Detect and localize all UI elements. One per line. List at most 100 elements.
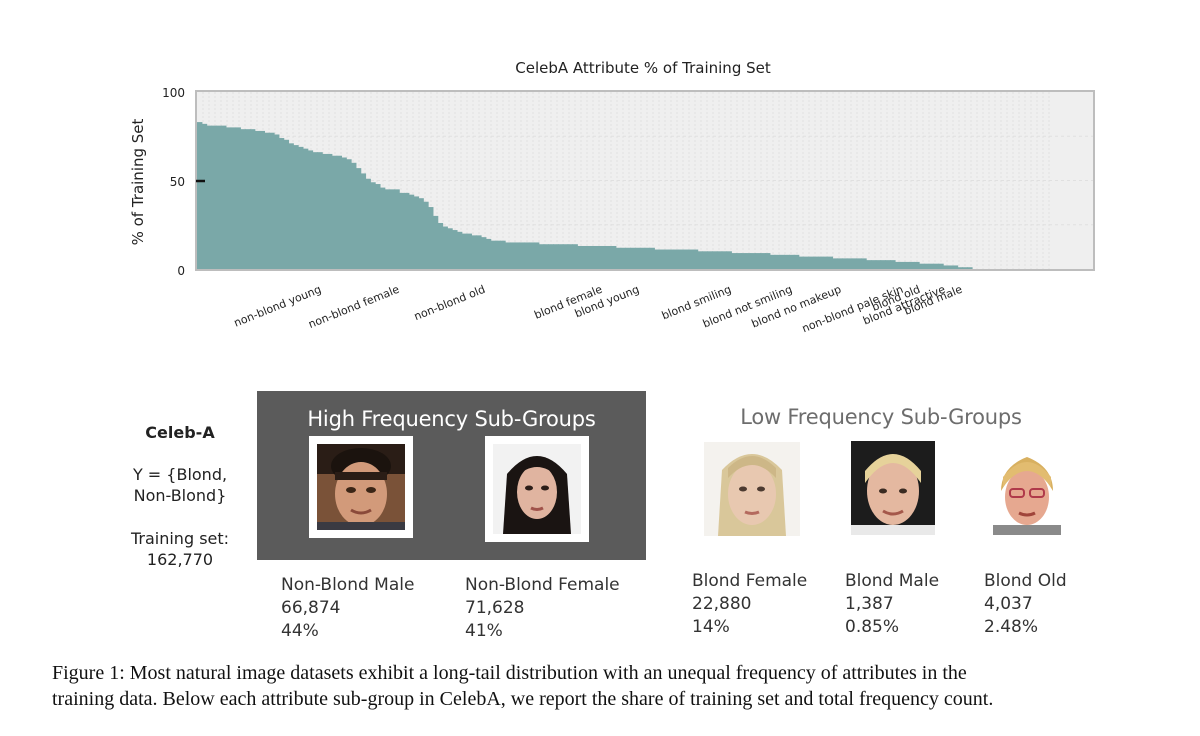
training-set-label: Training set: <box>130 529 230 548</box>
bar <box>326 153 333 269</box>
bar <box>880 260 886 269</box>
bar <box>919 263 925 269</box>
bar <box>389 189 395 269</box>
bar <box>673 249 679 269</box>
bar <box>533 242 540 269</box>
bar <box>793 254 800 269</box>
bar <box>505 242 511 269</box>
bar <box>408 194 415 269</box>
bar <box>519 242 525 269</box>
bar <box>779 254 785 269</box>
bar <box>500 240 506 269</box>
bar <box>702 251 708 269</box>
bar <box>875 260 882 269</box>
bar <box>201 123 208 269</box>
bar <box>524 242 530 269</box>
bar <box>798 256 805 269</box>
label-set-line-2: Non-Blond} <box>133 486 227 505</box>
bar <box>663 249 670 269</box>
group-name: Blond Male <box>845 571 940 591</box>
bar <box>731 253 737 269</box>
bar <box>687 249 694 269</box>
bar <box>938 263 944 269</box>
bar <box>548 244 554 269</box>
bar <box>644 247 651 269</box>
bar <box>683 249 689 269</box>
bar <box>750 253 756 269</box>
bar <box>341 157 347 269</box>
bar <box>707 251 713 269</box>
bar <box>635 247 641 269</box>
bar <box>365 178 371 269</box>
bar <box>904 261 911 269</box>
bar <box>471 235 477 269</box>
bar <box>288 143 294 269</box>
stat-blond-old: Blond Old 4,037 2.48% <box>984 570 1067 639</box>
bar <box>760 253 766 269</box>
bar <box>967 267 973 269</box>
bar <box>221 125 227 269</box>
bar <box>379 187 386 269</box>
bar <box>293 145 299 269</box>
bar <box>428 207 434 269</box>
face-photo-frame-female <box>485 436 589 542</box>
bar <box>678 249 684 269</box>
bar <box>466 233 472 269</box>
bar <box>442 226 448 269</box>
y-axis-label: % of Training Set <box>129 118 147 245</box>
bar <box>331 155 338 269</box>
group-count: 1,387 <box>845 594 894 614</box>
chart-title: CelebA Attribute % of Training Set <box>515 59 771 77</box>
group-share: 41% <box>465 621 503 641</box>
high-frequency-title: High Frequency Sub-Groups <box>307 407 596 431</box>
bar <box>668 249 675 269</box>
bar <box>610 245 617 269</box>
bar <box>264 132 270 269</box>
bar <box>789 254 795 269</box>
bar <box>572 244 578 269</box>
bar <box>721 251 728 269</box>
bar <box>914 261 920 269</box>
bar <box>957 267 963 269</box>
bar <box>817 256 824 269</box>
bar <box>837 258 843 269</box>
bar <box>582 245 588 269</box>
bar <box>586 245 593 269</box>
bar <box>649 247 655 269</box>
bar <box>307 150 314 269</box>
bar <box>755 253 761 269</box>
bar <box>659 249 665 269</box>
bar <box>278 138 285 269</box>
bar <box>543 244 549 269</box>
bar <box>620 247 627 269</box>
group-share: 2.48% <box>984 617 1039 637</box>
group-name: Blond Female <box>692 571 808 591</box>
bar <box>399 192 405 269</box>
group-share: 44% <box>281 621 319 641</box>
group-name: Non-Blond Female <box>465 575 620 595</box>
training-set-count: 162,770 <box>146 550 214 569</box>
bar <box>394 189 400 269</box>
bar <box>745 253 752 269</box>
bar <box>827 256 833 269</box>
bar <box>885 260 891 269</box>
face-photo-blond-female-icon <box>704 442 800 536</box>
group-count: 4,037 <box>984 594 1033 614</box>
stat-blond-male: Blond Male 1,387 0.85% <box>845 570 939 639</box>
bar <box>225 127 232 270</box>
bar <box>952 265 959 269</box>
bar <box>355 168 362 269</box>
bar <box>909 261 915 269</box>
face-photo-blond-male-icon <box>851 441 935 535</box>
bar <box>245 129 251 269</box>
bar <box>943 265 949 269</box>
group-name: Non-Blond Male <box>281 575 415 595</box>
bar <box>322 153 328 269</box>
bar <box>447 228 453 269</box>
bar <box>822 256 829 269</box>
bar <box>562 244 569 269</box>
bar <box>538 244 545 269</box>
caption-line-2: training data. Below each attribute sub-… <box>52 688 994 710</box>
